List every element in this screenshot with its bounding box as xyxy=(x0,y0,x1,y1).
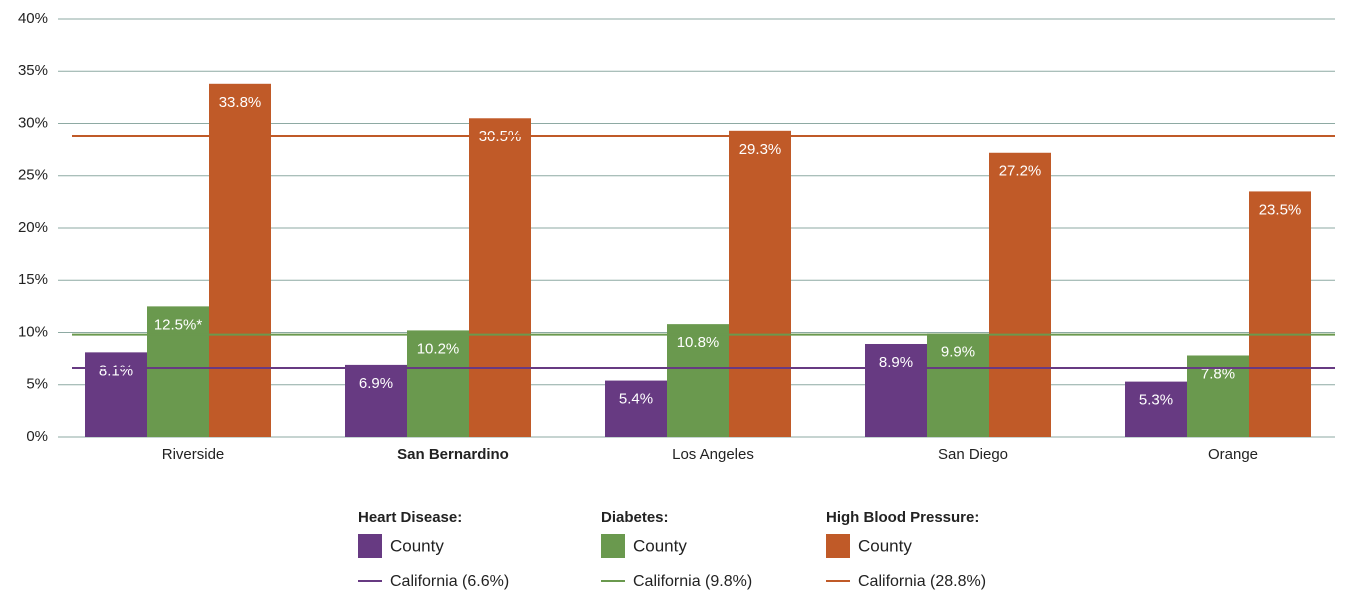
bar xyxy=(469,118,531,438)
bar xyxy=(667,324,729,437)
data-label: 5.4% xyxy=(619,391,653,408)
legend-reference: California (28.8%) xyxy=(858,573,986,590)
legend-group: Diabetes: xyxy=(601,509,669,526)
bar xyxy=(927,333,989,437)
data-label: 7.8% xyxy=(1201,365,1235,382)
bar xyxy=(1187,355,1249,437)
data-label: 27.2% xyxy=(999,163,1042,180)
bar xyxy=(729,130,791,437)
bar xyxy=(989,152,1051,437)
y-tick-label: 5% xyxy=(26,376,48,393)
legend-swatch xyxy=(826,534,850,558)
data-label: 33.8% xyxy=(219,94,262,111)
bar xyxy=(407,330,469,437)
data-label: 10.8% xyxy=(677,334,720,351)
y-tick-label: 35% xyxy=(18,62,48,79)
bar xyxy=(865,343,927,437)
legend-label: County xyxy=(858,536,912,555)
bar xyxy=(1249,191,1311,437)
bar xyxy=(1125,381,1187,437)
y-tick-label: 30% xyxy=(18,114,48,131)
y-tick-label: 15% xyxy=(18,271,48,288)
bar xyxy=(85,352,147,437)
y-tick-label: 20% xyxy=(18,219,48,236)
y-tick-label: 25% xyxy=(18,167,48,184)
legend-label: County xyxy=(390,536,444,555)
y-tick-label: 0% xyxy=(26,428,48,445)
data-label: 6.9% xyxy=(359,375,393,392)
legend-reference: California (9.8%) xyxy=(633,573,752,590)
data-label: 8.1% xyxy=(99,362,133,379)
legend-swatch xyxy=(358,534,382,558)
data-label: 12.5%* xyxy=(154,316,203,333)
data-label: 23.5% xyxy=(1259,201,1302,218)
x-tick-label: Riverside xyxy=(162,446,225,463)
x-tick-label: Los Angeles xyxy=(672,446,754,463)
bar xyxy=(209,83,271,437)
y-tick-label: 40% xyxy=(18,10,48,27)
y-tick-label: 10% xyxy=(18,323,48,340)
data-label: 5.3% xyxy=(1139,392,1173,409)
data-label: 8.9% xyxy=(879,354,913,371)
legend-swatch xyxy=(601,534,625,558)
legend-group: High Blood Pressure: xyxy=(826,509,979,526)
data-label: 9.9% xyxy=(941,344,975,361)
x-tick-label: San Bernardino xyxy=(397,446,509,463)
x-tick-label: San Diego xyxy=(938,446,1008,463)
bar xyxy=(147,306,209,437)
bar xyxy=(345,364,407,437)
bar xyxy=(605,380,667,437)
data-label: 29.3% xyxy=(739,141,782,158)
legend-group: Heart Disease: xyxy=(358,509,462,526)
legend-reference: California (6.6%) xyxy=(390,573,509,590)
legend-label: County xyxy=(633,536,687,555)
x-tick-label: Orange xyxy=(1208,446,1258,463)
data-label: 10.2% xyxy=(417,340,460,357)
